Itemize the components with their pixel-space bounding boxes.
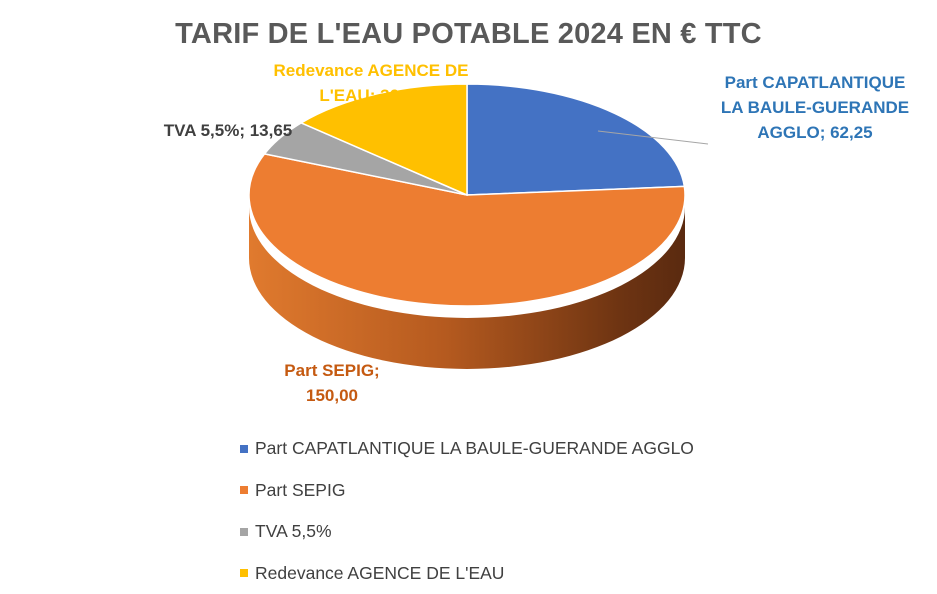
data-label-line: Redevance AGENCE DE [258, 58, 484, 83]
legend-swatch [240, 445, 248, 453]
legend-swatch [240, 569, 248, 577]
data-label-line: TVA 5,5%; 13,65 [128, 118, 328, 143]
legend-label: Part SEPIG [255, 480, 345, 501]
legend-label: Redevance AGENCE DE L'EAU [255, 563, 504, 584]
pie-slice-0 [467, 84, 684, 195]
data-label-tva: TVA 5,5%; 13,65 [128, 118, 328, 143]
data-label-capatlantique: Part CAPATLANTIQUE LA BAULE-GUERANDE AGG… [705, 70, 925, 145]
chart-legend: Part CAPATLANTIQUE LA BAULE-GUERANDE AGG… [240, 428, 694, 594]
legend-item: Part SEPIG [240, 470, 694, 512]
data-label-line: LA BAULE-GUERANDE [705, 95, 925, 120]
legend-label: TVA 5,5% [255, 521, 332, 542]
legend-item: Part CAPATLANTIQUE LA BAULE-GUERANDE AGG… [240, 428, 694, 470]
data-label-line: Part CAPATLANTIQUE [705, 70, 925, 95]
legend-item: Redevance AGENCE DE L'EAU [240, 553, 694, 594]
legend-swatch [240, 486, 248, 494]
data-label-line: Part SEPIG; [262, 358, 402, 383]
data-label-line: 150,00 [262, 383, 402, 408]
legend-label: Part CAPATLANTIQUE LA BAULE-GUERANDE AGG… [255, 438, 694, 459]
legend-swatch [240, 528, 248, 536]
data-label-sepig: Part SEPIG; 150,00 [262, 358, 402, 408]
data-label-line: L'EAU; 36,00 [258, 83, 484, 108]
legend-item: TVA 5,5% [240, 511, 694, 553]
data-label-line: AGGLO; 62,25 [705, 120, 925, 145]
data-label-redevance: Redevance AGENCE DE L'EAU; 36,00 [258, 58, 484, 108]
